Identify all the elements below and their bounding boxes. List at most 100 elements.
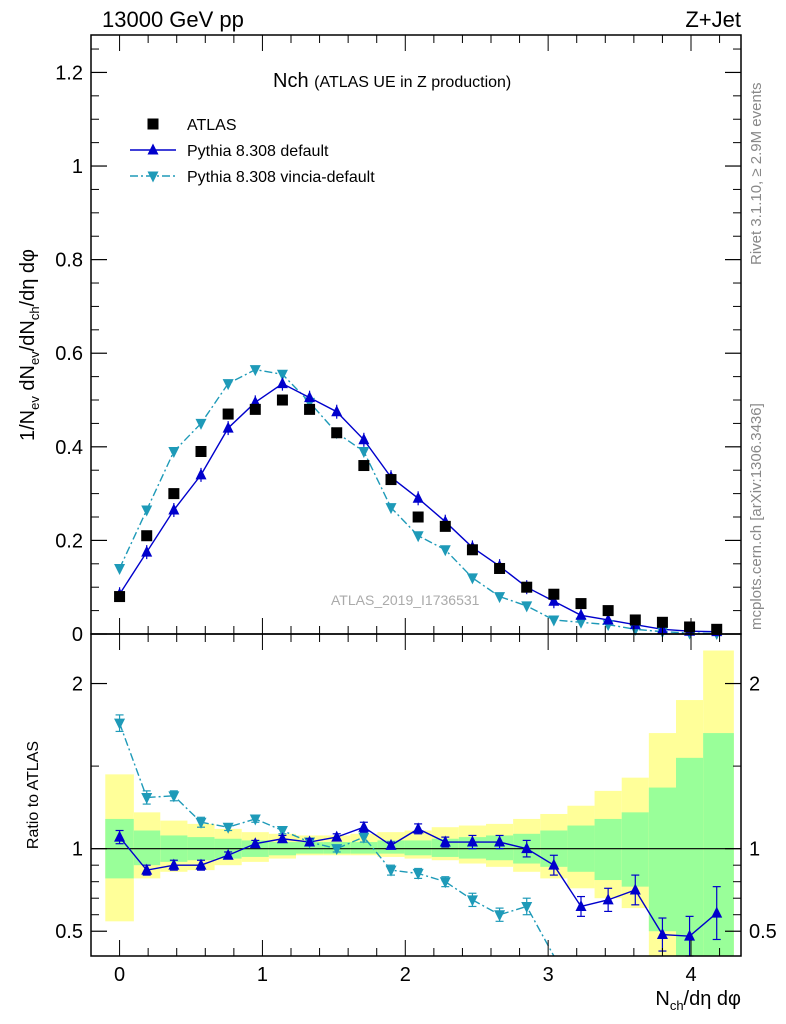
xtick-label: 3 <box>543 964 554 986</box>
ratio-vincia-point <box>114 718 126 730</box>
ratio-default-point <box>521 842 533 854</box>
ratio-vincia-point <box>222 822 234 834</box>
ratio-vincia-point <box>168 791 180 803</box>
atlas-point <box>141 530 153 542</box>
atlas-point <box>331 427 343 439</box>
default-point <box>141 545 153 557</box>
ratio-band-inner <box>648 787 676 932</box>
atlas-point <box>385 474 397 486</box>
default-point <box>331 405 343 417</box>
vincia-point <box>466 573 478 585</box>
vincia-point <box>249 365 261 377</box>
ratio-default-point <box>331 830 343 842</box>
ratio-default-point <box>684 929 696 941</box>
default-point <box>358 433 370 445</box>
vincia-point <box>114 563 126 575</box>
main-title-sub: (ATLAS UE in Z production) <box>314 74 511 91</box>
vincia-point <box>168 446 180 458</box>
vincia-point <box>548 615 560 627</box>
ratio-vincia-point <box>331 844 343 856</box>
ratio-band-inner <box>621 812 649 887</box>
ratio-ytick-label-right: 1 <box>749 839 760 861</box>
ratio-band-inner <box>594 818 622 881</box>
vincia-point <box>439 545 451 557</box>
atlas-point <box>304 403 316 415</box>
xtick-label: 4 <box>685 964 696 986</box>
main-title-name: Nch <box>273 70 309 92</box>
default-point <box>602 613 614 625</box>
atlas-point <box>168 488 180 500</box>
main-title: Nch (ATLAS UE in Z production) <box>273 70 511 92</box>
legend-marker <box>147 171 159 183</box>
ratio-default-point <box>602 893 614 905</box>
ratio-ytick-label: 1 <box>72 839 83 861</box>
ratio-band-inner <box>350 842 378 854</box>
atlas-point <box>195 445 207 457</box>
x-axis-label: Nch/dη dφ <box>655 988 741 1013</box>
ratio-vincia-point <box>141 792 153 804</box>
atlas-point <box>466 544 478 556</box>
ratio-ytick-label-right: 0.5 <box>749 921 777 943</box>
header-energy-label: 13000 GeV pp <box>102 7 244 32</box>
atlas-point <box>711 623 723 635</box>
legend-marker <box>147 118 159 130</box>
main-ytick-label: 0.4 <box>55 437 83 459</box>
ratio-band-inner <box>703 733 734 956</box>
vincia-point <box>494 592 506 604</box>
atlas-point <box>602 605 614 617</box>
default-point <box>276 377 288 389</box>
ratio-vincia-point <box>195 817 207 829</box>
analysis-id-label: ATLAS_2019_I1736531 <box>331 592 480 608</box>
ratio-default-point <box>575 899 587 911</box>
legend-entry-label: Pythia 8.308 vincia-default <box>187 169 375 186</box>
vincia-point <box>521 601 533 613</box>
ratio-vincia-point <box>466 895 478 907</box>
ratio-vincia-point <box>276 826 288 838</box>
default-point <box>304 391 316 403</box>
ratio-default-point <box>494 835 506 847</box>
main-ytick-label: 0 <box>72 624 83 646</box>
ratio-default-point <box>222 848 234 860</box>
main-y-axis-label: 1/Nev dNev/dNch/dη dφ <box>17 249 42 441</box>
main-ytick-label: 1.2 <box>55 62 83 84</box>
atlas-point <box>249 403 261 415</box>
default-point <box>575 608 587 620</box>
ratio-ytick-label-right: 2 <box>749 674 760 696</box>
ratio-vincia-point <box>358 832 370 844</box>
ratio-vincia-point <box>249 814 261 826</box>
vincia-point <box>276 369 288 381</box>
default-point <box>548 594 560 606</box>
default-point <box>412 491 424 503</box>
vincia-point <box>222 379 234 391</box>
vincia-point <box>195 418 207 430</box>
legend: ATLAS Pythia 8.308 default Pythia 8.308 vi… <box>130 117 375 186</box>
ratio-default-point <box>304 835 316 847</box>
atlas-point <box>656 616 668 628</box>
ratio-vincia-point <box>521 901 533 913</box>
atlas-point <box>276 394 288 406</box>
main-panel: 0 0.2 0.4 0.6 0.8 1 1.2 Nch (ATLAS UE in Z pro… <box>17 34 742 646</box>
default-point <box>195 468 207 480</box>
atlas-point <box>548 588 560 600</box>
default-point <box>222 421 234 433</box>
ratio-ytick-label: 0.5 <box>55 921 83 943</box>
svg-text:Nch/dη dφ: Nch/dη dφ <box>655 988 741 1013</box>
ratio-vincia-point <box>494 910 506 922</box>
ratio-default-point <box>711 906 723 918</box>
atlas-point <box>439 520 451 532</box>
header-process-label: Z+Jet <box>685 7 741 32</box>
atlas-point <box>629 614 641 626</box>
ratio-vincia-point <box>412 868 424 880</box>
svg-text:1/Nev dNev/dNch/dη dφ: 1/Nev dNev/dNch/dη dφ <box>17 249 42 441</box>
main-ytick-label: 1 <box>72 156 83 178</box>
ratio-default-point <box>412 822 424 834</box>
mcplots-source-label: mcplots.cern.ch [arXiv:1306.3436] <box>748 403 765 630</box>
xtick-label: 1 <box>257 964 268 986</box>
atlas-point <box>358 460 370 472</box>
vincia-point <box>358 446 370 458</box>
rivet-version-label: Rivet 3.1.10, ≥ 2.9M events <box>748 83 765 266</box>
main-ytick-label: 0.8 <box>55 250 83 272</box>
ratio-default-point <box>114 830 126 842</box>
legend-entry-label: Pythia 8.308 default <box>187 143 329 160</box>
atlas-point <box>521 581 533 593</box>
